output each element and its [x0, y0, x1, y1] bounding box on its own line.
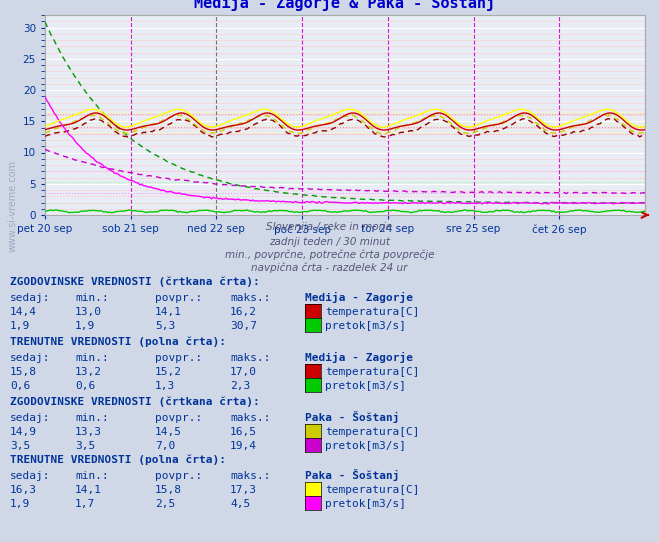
Text: 3,5: 3,5 — [10, 441, 30, 451]
Text: 7,0: 7,0 — [155, 441, 175, 451]
Text: min.:: min.: — [75, 293, 109, 303]
Text: maks.:: maks.: — [230, 471, 270, 481]
Text: 16,5: 16,5 — [230, 427, 257, 437]
Text: ZGODOVINSKE VREDNOSTI (črtkana črta):: ZGODOVINSKE VREDNOSTI (črtkana črta): — [10, 397, 260, 407]
Text: 30,7: 30,7 — [230, 321, 257, 331]
Text: sedaj:: sedaj: — [10, 353, 51, 363]
Text: temperatura[C]: temperatura[C] — [325, 367, 419, 377]
Text: Medija - Zagorje: Medija - Zagorje — [305, 352, 413, 363]
Text: TRENUTNE VREDNOSTI (polna črta):: TRENUTNE VREDNOSTI (polna črta): — [10, 337, 226, 347]
Text: maks.:: maks.: — [230, 353, 270, 363]
Text: pretok[m3/s]: pretok[m3/s] — [325, 441, 406, 451]
Text: 16,2: 16,2 — [230, 307, 257, 317]
Text: 13,3: 13,3 — [75, 427, 102, 437]
Text: 14,5: 14,5 — [155, 427, 182, 437]
Text: pretok[m3/s]: pretok[m3/s] — [325, 321, 406, 331]
Text: min., povprčne, potrečne črta povprečje: min., povprčne, potrečne črta povprečje — [225, 249, 434, 260]
Text: min.:: min.: — [75, 413, 109, 423]
Text: 14,4: 14,4 — [10, 307, 37, 317]
Text: sedaj:: sedaj: — [10, 293, 51, 303]
Text: min.:: min.: — [75, 471, 109, 481]
Text: temperatura[C]: temperatura[C] — [325, 427, 419, 437]
Text: 1,9: 1,9 — [10, 321, 30, 331]
Text: sedaj:: sedaj: — [10, 471, 51, 481]
Text: 15,8: 15,8 — [155, 485, 182, 495]
Text: www.si-vreme.com: www.si-vreme.com — [8, 160, 18, 252]
Text: maks.:: maks.: — [230, 293, 270, 303]
Text: povpr.:: povpr.: — [155, 471, 202, 481]
Text: 2,5: 2,5 — [155, 499, 175, 509]
Text: min.:: min.: — [75, 353, 109, 363]
Text: Slovenija / reke in morje: Slovenija / reke in morje — [266, 222, 393, 232]
Text: temperatura[C]: temperatura[C] — [325, 307, 419, 317]
Text: zadnji teden / 30 minut: zadnji teden / 30 minut — [269, 237, 390, 247]
Text: povpr.:: povpr.: — [155, 413, 202, 423]
Text: Paka - Šoštanj: Paka - Šoštanj — [305, 469, 399, 481]
Text: 13,0: 13,0 — [75, 307, 102, 317]
Text: 14,9: 14,9 — [10, 427, 37, 437]
Text: povpr.:: povpr.: — [155, 353, 202, 363]
Text: 19,4: 19,4 — [230, 441, 257, 451]
Text: ZGODOVINSKE VREDNOSTI (črtkana črta):: ZGODOVINSKE VREDNOSTI (črtkana črta): — [10, 276, 260, 287]
Text: 2,3: 2,3 — [230, 381, 250, 391]
Text: 15,2: 15,2 — [155, 367, 182, 377]
Text: 16,3: 16,3 — [10, 485, 37, 495]
Text: 3,5: 3,5 — [75, 441, 96, 451]
Text: 0,6: 0,6 — [10, 381, 30, 391]
Text: maks.:: maks.: — [230, 413, 270, 423]
Text: 17,3: 17,3 — [230, 485, 257, 495]
Text: 14,1: 14,1 — [75, 485, 102, 495]
Text: 1,3: 1,3 — [155, 381, 175, 391]
Text: navpična črta - razdelek 24 ur: navpična črta - razdelek 24 ur — [251, 262, 408, 273]
Text: sedaj:: sedaj: — [10, 413, 51, 423]
Text: 13,2: 13,2 — [75, 367, 102, 377]
Text: 0,6: 0,6 — [75, 381, 96, 391]
Text: 15,8: 15,8 — [10, 367, 37, 377]
Text: povpr.:: povpr.: — [155, 293, 202, 303]
Text: Medija - Zagorje: Medija - Zagorje — [305, 292, 413, 303]
Text: 1,9: 1,9 — [10, 499, 30, 509]
Text: pretok[m3/s]: pretok[m3/s] — [325, 381, 406, 391]
Text: 1,9: 1,9 — [75, 321, 96, 331]
Text: 5,3: 5,3 — [155, 321, 175, 331]
Text: Paka - Šoštanj: Paka - Šoštanj — [305, 411, 399, 423]
Text: pretok[m3/s]: pretok[m3/s] — [325, 499, 406, 509]
Text: 17,0: 17,0 — [230, 367, 257, 377]
Text: temperatura[C]: temperatura[C] — [325, 485, 419, 495]
Text: 1,7: 1,7 — [75, 499, 96, 509]
Text: 4,5: 4,5 — [230, 499, 250, 509]
Text: TRENUTNE VREDNOSTI (polna črta):: TRENUTNE VREDNOSTI (polna črta): — [10, 455, 226, 465]
Title: Medija - Zagorje & Paka - Šoštanj: Medija - Zagorje & Paka - Šoštanj — [194, 0, 496, 11]
Text: 14,1: 14,1 — [155, 307, 182, 317]
